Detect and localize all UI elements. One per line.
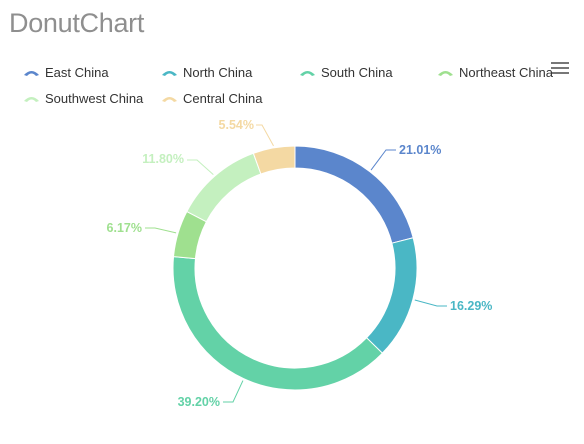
legend-label: Central China bbox=[183, 90, 263, 106]
data-label: 5.54% bbox=[219, 118, 254, 132]
donut-slice-southwest-china[interactable] bbox=[186, 152, 262, 223]
legend-item-east-china[interactable]: East China bbox=[23, 64, 109, 80]
legend-swatch-icon bbox=[162, 97, 177, 102]
leader-line bbox=[187, 159, 214, 176]
legend-label: Southwest China bbox=[45, 90, 144, 106]
legend-swatch-icon bbox=[24, 97, 39, 102]
leader-line bbox=[414, 299, 447, 307]
donut-slice-central-china[interactable] bbox=[252, 145, 296, 175]
data-label: 21.01% bbox=[399, 143, 441, 157]
legend-item-southwest-china[interactable]: Southwest China bbox=[23, 90, 144, 106]
legend-item-south-china[interactable]: South China bbox=[299, 64, 393, 80]
menu-icon[interactable] bbox=[551, 62, 569, 76]
data-label: 16.29% bbox=[450, 299, 492, 313]
legend-swatch-icon bbox=[438, 71, 453, 76]
data-label: 39.20% bbox=[178, 395, 220, 409]
legend-swatch-icon bbox=[24, 71, 39, 76]
legend-label: Northeast China bbox=[459, 64, 553, 80]
leader-line bbox=[145, 227, 177, 234]
legend-swatch-icon bbox=[162, 71, 177, 76]
leader-line bbox=[370, 149, 396, 171]
data-label: 6.17% bbox=[107, 221, 142, 235]
legend-label: South China bbox=[321, 64, 393, 80]
legend-swatch-icon bbox=[300, 71, 315, 76]
chart-title: DonutChart bbox=[9, 8, 145, 38]
data-label: 11.80% bbox=[142, 152, 184, 166]
donut-slice-south-china[interactable] bbox=[172, 256, 384, 391]
legend-item-central-china[interactable]: Central China bbox=[161, 90, 263, 106]
donut-slice-east-china[interactable] bbox=[294, 145, 414, 244]
legend-item-northeast-china[interactable]: Northeast China bbox=[437, 64, 553, 80]
leader-line bbox=[223, 380, 244, 403]
legend-item-north-china[interactable]: North China bbox=[161, 64, 253, 80]
legend-label: North China bbox=[183, 64, 253, 80]
legend-label: East China bbox=[45, 64, 109, 80]
donut-slice-north-china[interactable] bbox=[365, 237, 418, 354]
leader-line bbox=[256, 124, 274, 147]
